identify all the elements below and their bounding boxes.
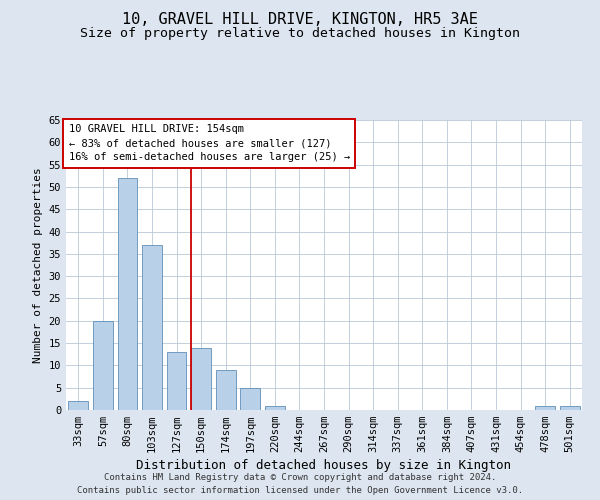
Bar — [265, 406, 284, 410]
X-axis label: Distribution of detached houses by size in Kington: Distribution of detached houses by size … — [137, 460, 511, 472]
Text: Contains HM Land Registry data © Crown copyright and database right 2024.
Contai: Contains HM Land Registry data © Crown c… — [77, 473, 523, 495]
Bar — [560, 406, 580, 410]
Bar — [216, 370, 236, 410]
Bar — [241, 388, 260, 410]
Bar — [142, 245, 162, 410]
Text: 10 GRAVEL HILL DRIVE: 154sqm
← 83% of detached houses are smaller (127)
16% of s: 10 GRAVEL HILL DRIVE: 154sqm ← 83% of de… — [68, 124, 350, 162]
Bar — [68, 401, 88, 410]
Bar — [167, 352, 187, 410]
Bar — [93, 321, 113, 410]
Bar — [191, 348, 211, 410]
Bar — [535, 406, 555, 410]
Y-axis label: Number of detached properties: Number of detached properties — [33, 167, 43, 363]
Bar — [118, 178, 137, 410]
Text: 10, GRAVEL HILL DRIVE, KINGTON, HR5 3AE: 10, GRAVEL HILL DRIVE, KINGTON, HR5 3AE — [122, 12, 478, 28]
Text: Size of property relative to detached houses in Kington: Size of property relative to detached ho… — [80, 28, 520, 40]
